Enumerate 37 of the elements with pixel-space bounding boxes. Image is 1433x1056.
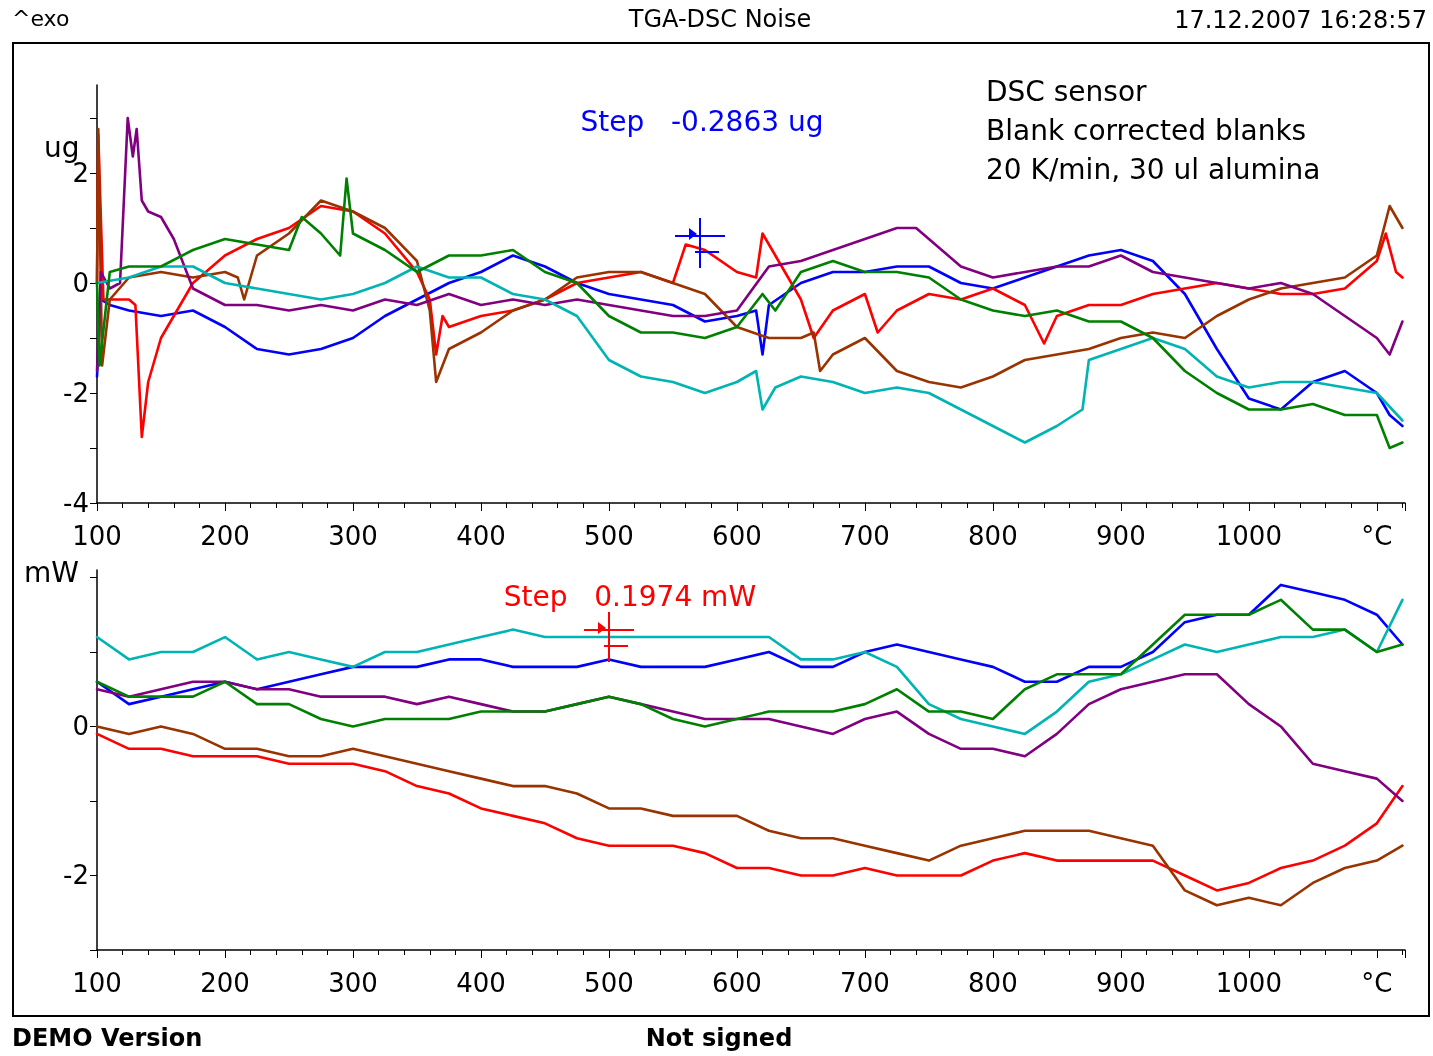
x-tick-label: 300 xyxy=(328,968,378,998)
x-tick-label: 1000 xyxy=(1215,521,1282,551)
y-tick-label: -2 xyxy=(63,860,89,891)
x-tick-label: 900 xyxy=(1096,521,1146,551)
x-tick-label: 700 xyxy=(840,521,890,551)
x-tick-label: °C xyxy=(1361,968,1393,998)
x-tick-label: 500 xyxy=(584,521,634,551)
y-axis-title: mW xyxy=(24,555,79,589)
annotation: Step -0.2863 ug xyxy=(580,104,824,138)
y-tick-label: 0 xyxy=(72,268,89,298)
x-tick-label: 200 xyxy=(200,521,250,551)
x-tick-label: 900 xyxy=(1096,968,1146,998)
x-tick-label: °C xyxy=(1361,521,1393,551)
y-tick-label: -4 xyxy=(63,488,89,518)
x-tick-label: 100 xyxy=(72,521,122,551)
x-tick-label: 500 xyxy=(584,968,634,998)
annotation: Step 0.1974 mW xyxy=(503,579,757,613)
x-tick-label: 300 xyxy=(328,521,378,551)
text: ^exo xyxy=(12,6,70,31)
text: 17.12.2007 16:28:57 xyxy=(1174,6,1427,34)
annotation: DSC sensor Blank corrected blanks 20 K/min, 30 ul alumina xyxy=(986,74,1321,188)
x-tick-label: 100 xyxy=(72,968,122,998)
x-tick-label: 200 xyxy=(200,968,250,998)
line-series xyxy=(95,265,1404,444)
x-tick-label: 600 xyxy=(712,521,762,551)
y-tick-label: 0 xyxy=(72,711,89,742)
x-tick-label: 800 xyxy=(968,968,1018,998)
text: Not signed xyxy=(645,1024,793,1052)
x-tick-label: 1000 xyxy=(1215,968,1282,998)
x-tick-label: 700 xyxy=(840,968,890,998)
x-tick-label: 600 xyxy=(712,968,762,998)
y-tick-label: -2 xyxy=(63,378,89,408)
text: DEMO Version xyxy=(12,1024,203,1052)
x-tick-label: 400 xyxy=(456,521,506,551)
x-tick-label: 400 xyxy=(456,968,506,998)
x-tick-label: 800 xyxy=(968,521,1018,551)
chart-title: TGA-DSC Noise xyxy=(628,5,812,33)
